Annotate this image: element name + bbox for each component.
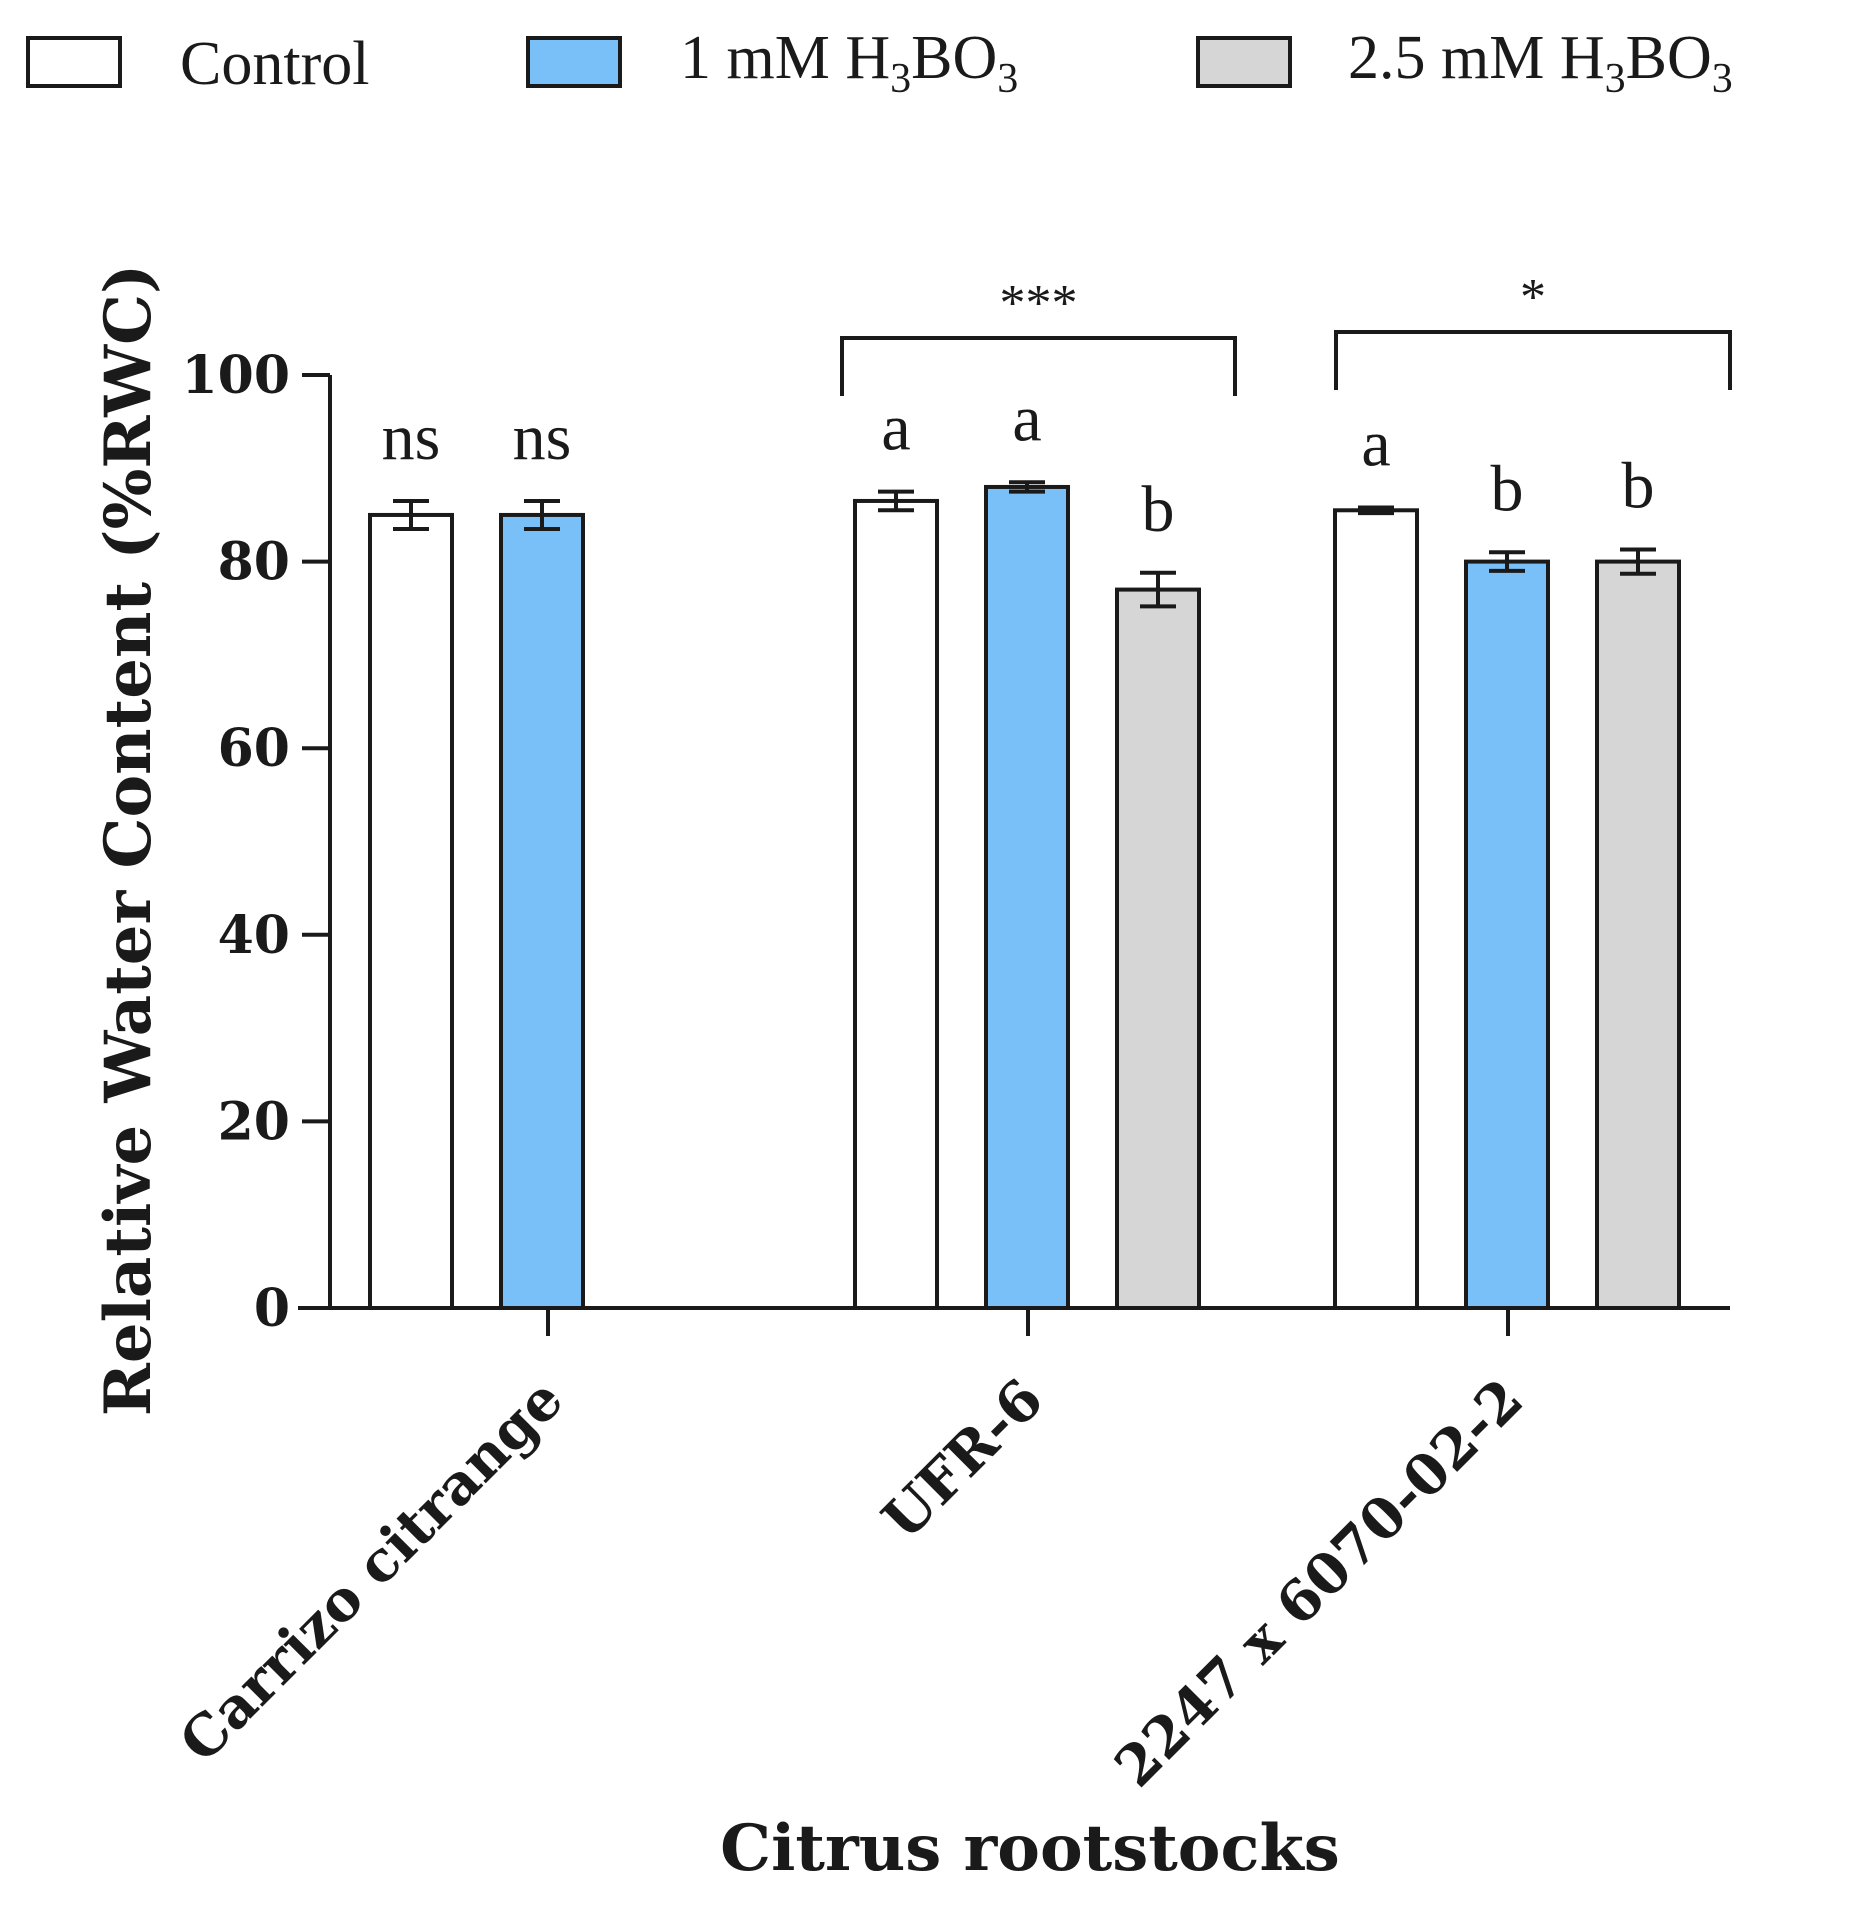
significance-letter: ns <box>513 401 572 474</box>
legend-swatch-1mm <box>526 36 622 88</box>
significance-bracket <box>840 336 1237 396</box>
bar <box>368 512 454 1310</box>
y-ticks: 0 20 40 60 80 100 <box>181 345 330 1339</box>
y-tick-label: 60 <box>218 718 290 779</box>
bar <box>1595 559 1681 1310</box>
bar <box>853 498 939 1310</box>
y-tick-label: 40 <box>218 905 290 966</box>
significance-letter: a <box>1361 407 1390 480</box>
x-axis-title: Citrus rootstocks <box>720 1811 1340 1886</box>
significance-bracket <box>1334 330 1732 390</box>
significance-letter: b <box>1491 452 1524 525</box>
significance-letters: ns ns a a b a b b <box>382 382 1655 546</box>
y-axis-title: Relative Water Content (%RWC) <box>91 264 166 1417</box>
bar <box>1333 508 1419 1311</box>
x-tick-label: Carrizo citrange <box>167 1366 576 1775</box>
error-bars <box>393 480 1656 609</box>
significance-brackets: *** * <box>840 269 1732 396</box>
bar <box>984 484 1070 1310</box>
x-tick-label: UFR-6 <box>870 1366 1056 1552</box>
legend-label-1mm: 1 mM H3BO3 <box>680 24 1018 102</box>
legend-label-2-5mm: 2.5 mM H3BO3 <box>1348 24 1733 102</box>
bars <box>368 484 1681 1311</box>
bar <box>499 512 585 1310</box>
x-tick-label: 2247 x 6070-02-2 <box>1102 1366 1536 1800</box>
y-tick-label: 20 <box>218 1091 290 1152</box>
significance-stars: * <box>1520 269 1546 326</box>
legend: Control 1 mM H3BO3 2.5 mM H3BO3 <box>26 24 1733 102</box>
significance-stars: *** <box>1000 275 1078 332</box>
significance-letter: b <box>1622 449 1655 522</box>
significance-letter: a <box>1012 382 1041 455</box>
significance-letter: b <box>1142 473 1175 546</box>
legend-swatch-2-5mm <box>1196 36 1292 88</box>
x-ticks: Carrizo citrange UFR-6 2247 x 6070-02-2 <box>167 1308 1536 1800</box>
bar <box>1464 559 1550 1310</box>
legend-label-control: Control <box>180 30 369 98</box>
y-tick-label: 100 <box>181 345 290 406</box>
significance-letter: ns <box>382 401 441 474</box>
y-tick-label: 80 <box>218 532 290 593</box>
significance-letter: a <box>881 392 910 465</box>
legend-swatch-control <box>26 36 122 88</box>
y-tick-label: 0 <box>254 1278 290 1339</box>
bar <box>1115 587 1201 1310</box>
